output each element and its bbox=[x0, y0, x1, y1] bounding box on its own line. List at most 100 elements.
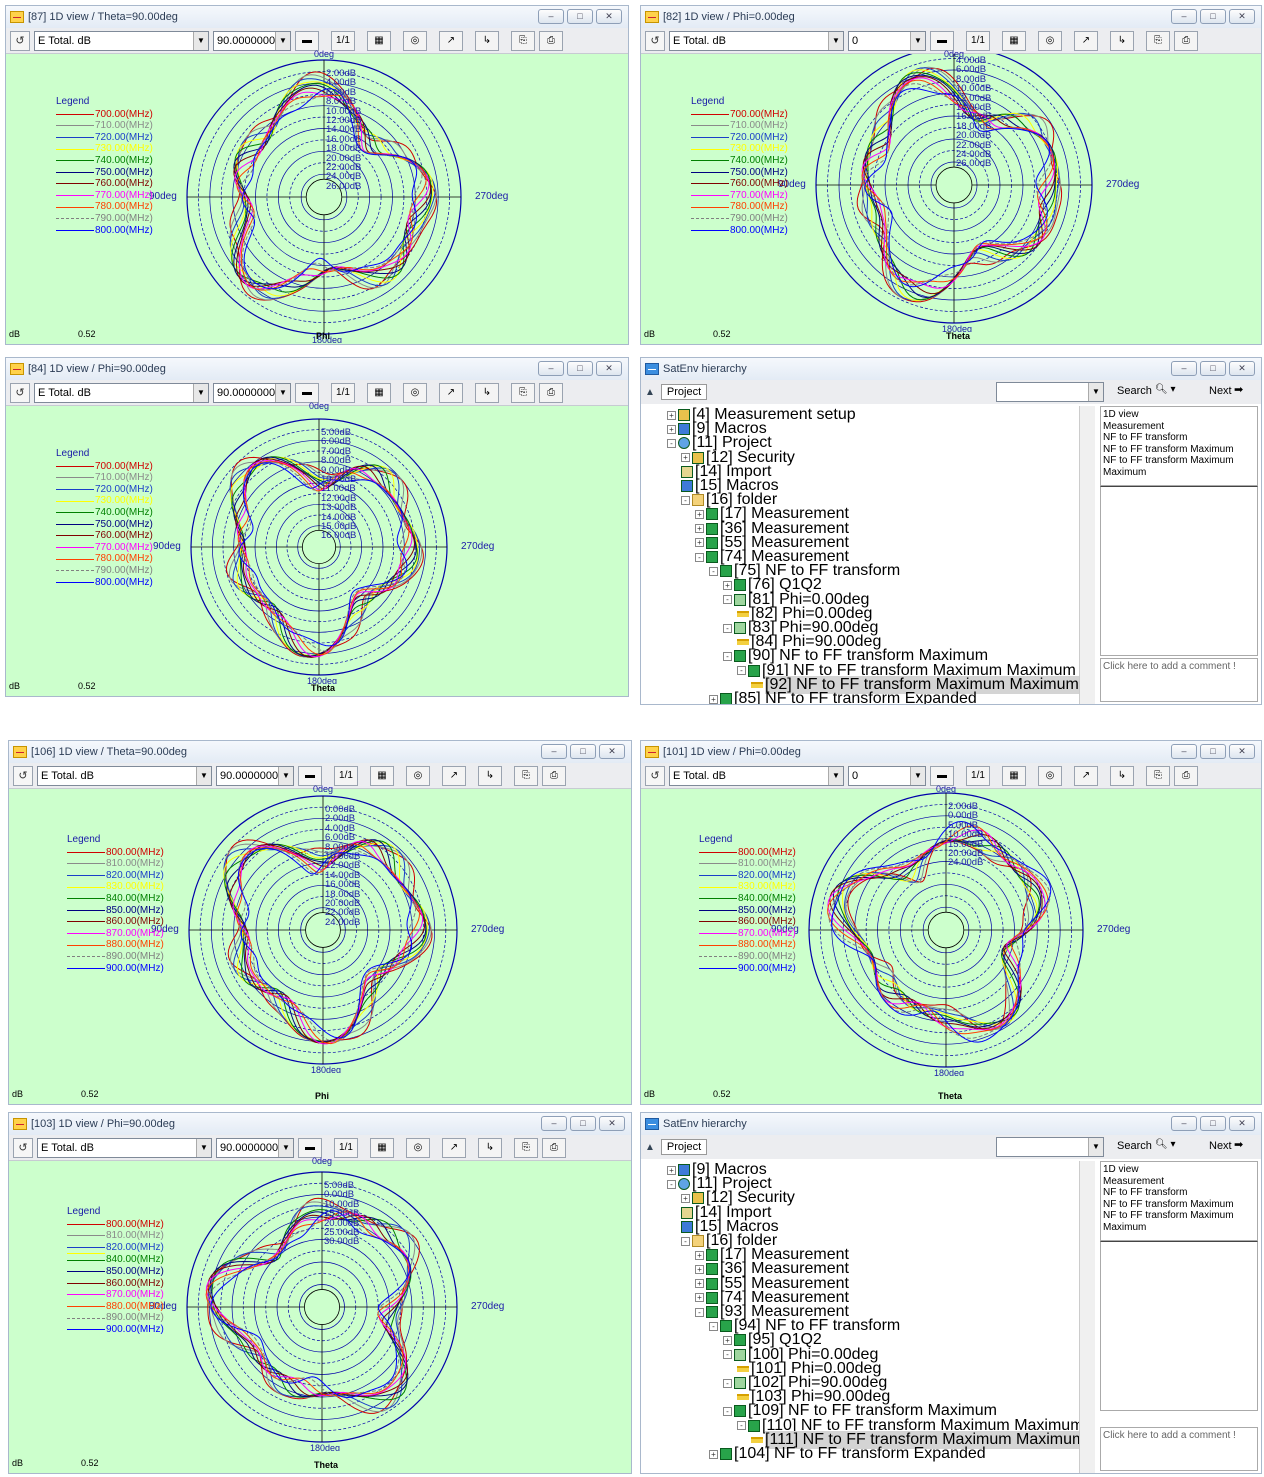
window-titlebar[interactable]: [82] 1D view / Phi=0.00deg – □ ✕ bbox=[641, 6, 1261, 28]
tree-node[interactable]: [15] Macros bbox=[681, 477, 779, 494]
tree-node[interactable]: - [11] Project bbox=[667, 434, 772, 451]
expand-icon[interactable]: + bbox=[695, 1293, 704, 1303]
next-arrow-icon[interactable]: ➡ bbox=[1234, 1139, 1244, 1151]
display-mode-icon[interactable]: ▬ bbox=[298, 1137, 322, 1158]
close-button[interactable]: ✕ bbox=[596, 361, 622, 376]
tree-node[interactable]: [101] Phi=0.00deg bbox=[737, 1360, 881, 1377]
tree-node[interactable]: - [100] Phi=0.00deg bbox=[723, 1346, 878, 1363]
tree-node[interactable]: - [16] folder bbox=[681, 491, 777, 508]
tree-node[interactable]: - [75] NF to FF transform bbox=[709, 562, 900, 579]
cut-angle-select[interactable]: 0 ▼ bbox=[848, 30, 926, 51]
expand-icon[interactable]: + bbox=[681, 453, 690, 463]
tree-node[interactable]: - [102] Phi=90.00deg bbox=[723, 1374, 887, 1391]
reset-view-icon[interactable]: ↺ bbox=[645, 30, 665, 51]
collapse-icon[interactable]: - bbox=[681, 495, 690, 505]
quantity-select[interactable]: E Total. dB ▼ bbox=[37, 1137, 212, 1158]
expand-icon[interactable]: + bbox=[709, 694, 718, 704]
close-button[interactable]: ✕ bbox=[1229, 9, 1255, 24]
collapse-icon[interactable]: - bbox=[667, 1179, 676, 1189]
axis-icon[interactable]: ↳ bbox=[478, 765, 502, 786]
tree-node[interactable]: + [36] Measurement bbox=[695, 520, 849, 537]
maximize-button[interactable]: □ bbox=[1200, 9, 1226, 24]
maximize-button[interactable]: □ bbox=[1200, 361, 1226, 376]
scale-icon[interactable]: 1/1 bbox=[331, 30, 355, 51]
hierarchy-window[interactable]: SatEnv hierarchy – □ ✕ ▲ Project ▼ Search 🔍︎ ▾ Ne… bbox=[640, 1112, 1262, 1474]
expand-icon[interactable]: + bbox=[695, 1250, 704, 1260]
tree-node[interactable]: + [74] Measurement bbox=[695, 1289, 849, 1306]
print-icon[interactable]: ⎙ bbox=[539, 382, 563, 403]
display-mode-icon[interactable]: ▬ bbox=[930, 30, 954, 51]
expand-icon[interactable]: + bbox=[723, 580, 732, 590]
scale-icon[interactable]: 1/1 bbox=[331, 382, 355, 403]
expand-icon[interactable]: + bbox=[709, 1449, 718, 1459]
close-button[interactable]: ✕ bbox=[599, 744, 625, 759]
copy-icon[interactable]: ⎘ bbox=[511, 30, 535, 51]
reset-view-icon[interactable]: ↺ bbox=[13, 1137, 33, 1158]
scale-icon[interactable]: 1/1 bbox=[334, 765, 358, 786]
print-icon[interactable]: ⎙ bbox=[542, 1137, 566, 1158]
reset-view-icon[interactable]: ↺ bbox=[10, 30, 30, 51]
search-input[interactable]: ▼ bbox=[996, 1137, 1104, 1157]
tab-project[interactable]: Project bbox=[660, 384, 708, 400]
print-icon[interactable]: ⎙ bbox=[1174, 30, 1198, 51]
window-titlebar[interactable]: [84] 1D view / Phi=90.00deg – □ ✕ bbox=[6, 358, 628, 380]
view-window-p87[interactable]: [87] 1D view / Theta=90.00deg – □ ✕ ↺ E Total… bbox=[5, 5, 629, 345]
tree-node[interactable]: [14] Import bbox=[681, 1204, 771, 1221]
maximize-button[interactable]: □ bbox=[567, 9, 593, 24]
close-button[interactable]: ✕ bbox=[1229, 744, 1255, 759]
view-window-p82[interactable]: [82] 1D view / Phi=0.00deg – □ ✕ ↺ E Total. d… bbox=[640, 5, 1262, 345]
tree-node[interactable]: + [12] Security bbox=[681, 449, 795, 466]
next-arrow-icon[interactable]: ➡ bbox=[1234, 384, 1244, 396]
expand-icon[interactable]: + bbox=[667, 410, 676, 420]
expand-icon[interactable]: + bbox=[667, 1165, 676, 1175]
print-icon[interactable]: ⎙ bbox=[539, 30, 563, 51]
search-icon[interactable]: 🔍︎ ▾ bbox=[1155, 1139, 1176, 1150]
minimize-button[interactable]: – bbox=[538, 361, 564, 376]
axis-icon[interactable]: ↳ bbox=[478, 1137, 502, 1158]
axis-icon[interactable]: ↳ bbox=[1110, 765, 1134, 786]
tree-node[interactable]: + [55] Measurement bbox=[695, 534, 849, 551]
cut-angle-select[interactable]: 0 ▼ bbox=[848, 765, 926, 786]
copy-icon[interactable]: ⎘ bbox=[511, 382, 535, 403]
expand-icon[interactable]: + bbox=[695, 509, 704, 519]
expand-icon[interactable]: + bbox=[667, 424, 676, 434]
quantity-select[interactable]: E Total. dB ▼ bbox=[34, 30, 209, 51]
axis-icon[interactable]: ↳ bbox=[1110, 30, 1134, 51]
tree-node[interactable]: + [76] Q1Q2 bbox=[723, 576, 822, 593]
quantity-select[interactable]: E Total. dB ▼ bbox=[34, 382, 209, 403]
view-window-p84[interactable]: [84] 1D view / Phi=90.00deg – □ ✕ ↺ E Total. … bbox=[5, 357, 629, 697]
marker-icon[interactable]: ↗ bbox=[1074, 765, 1098, 786]
search-icon[interactable]: 🔍︎ ▾ bbox=[1155, 384, 1176, 395]
display-mode-icon[interactable]: ▬ bbox=[298, 765, 322, 786]
collapse-icon[interactable]: - bbox=[723, 651, 732, 661]
collapse-icon[interactable]: - bbox=[709, 1321, 718, 1331]
quantity-select[interactable]: E Total. dB ▼ bbox=[669, 765, 844, 786]
tree-node[interactable]: [111] NF to FF transform Maximum Maximum bbox=[751, 1430, 1086, 1449]
grid-icon[interactable]: ▦ bbox=[1002, 765, 1026, 786]
minimize-button[interactable]: – bbox=[541, 744, 567, 759]
grid-icon[interactable]: ▦ bbox=[370, 765, 394, 786]
maximize-button[interactable]: □ bbox=[567, 361, 593, 376]
expand-icon[interactable]: + bbox=[695, 1264, 704, 1274]
search-input[interactable]: ▼ bbox=[996, 382, 1104, 402]
tree-node[interactable]: + [4] Measurement setup bbox=[667, 406, 856, 423]
maximize-button[interactable]: □ bbox=[570, 1116, 596, 1131]
scale-icon[interactable]: 1/1 bbox=[966, 765, 990, 786]
expand-icon[interactable]: + bbox=[723, 1335, 732, 1345]
scale-icon[interactable]: 1/1 bbox=[334, 1137, 358, 1158]
comment-field[interactable]: Click here to add a comment ! bbox=[1100, 1427, 1258, 1471]
grid-icon[interactable]: ▦ bbox=[1002, 30, 1026, 51]
cut-angle-select[interactable]: 90.0000000 ▼ bbox=[216, 1137, 294, 1158]
tree-node[interactable]: + [36] Measurement bbox=[695, 1260, 849, 1277]
print-icon[interactable]: ⎙ bbox=[542, 765, 566, 786]
tree-node[interactable]: - [11] Project bbox=[667, 1175, 772, 1192]
expand-icon[interactable]: + bbox=[695, 538, 704, 548]
window-titlebar[interactable]: [106] 1D view / Theta=90.00deg – □ ✕ bbox=[9, 741, 631, 763]
tree-node[interactable]: + [85] NF to FF transform Expanded bbox=[709, 690, 977, 704]
maximize-button[interactable]: □ bbox=[1200, 1116, 1226, 1131]
tree-node[interactable]: + [17] Measurement bbox=[695, 505, 849, 522]
close-button[interactable]: ✕ bbox=[596, 9, 622, 24]
view-window-p101[interactable]: [101] 1D view / Phi=0.00deg – □ ✕ ↺ E Total. … bbox=[640, 740, 1262, 1105]
comment-field[interactable]: Click here to add a comment ! bbox=[1100, 658, 1258, 702]
minimize-button[interactable]: – bbox=[1171, 361, 1197, 376]
